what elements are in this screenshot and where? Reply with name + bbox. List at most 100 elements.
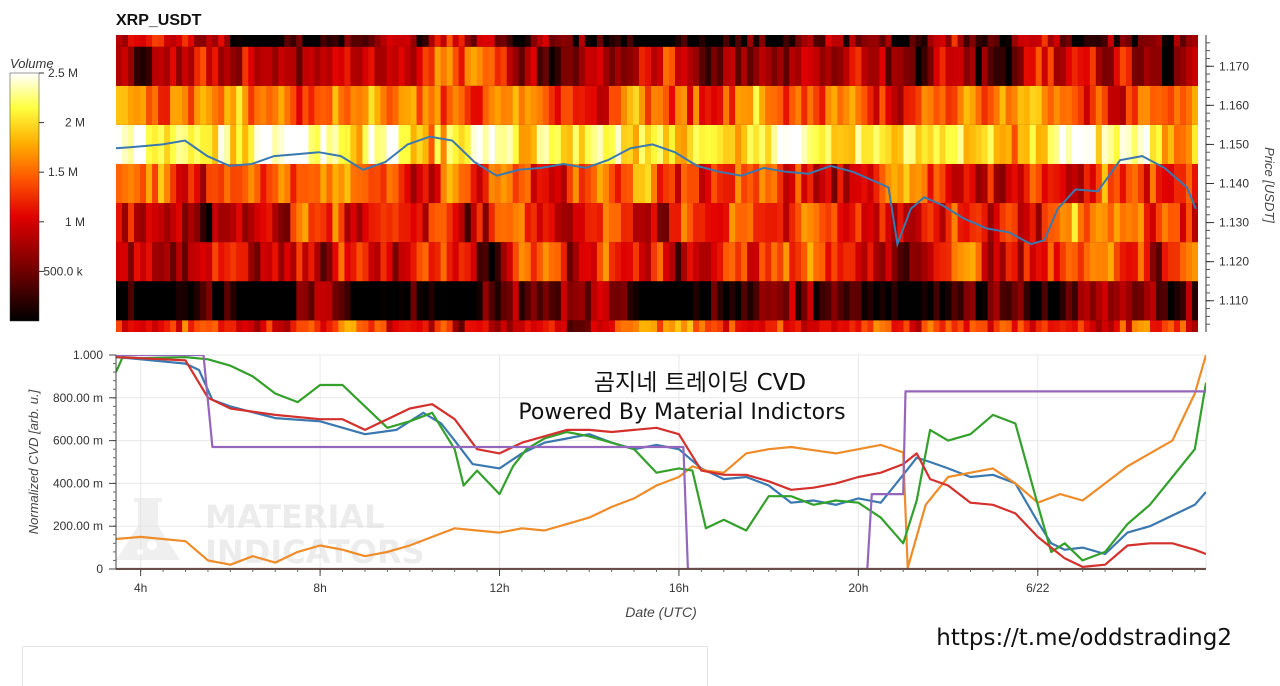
heatmap-cell — [374, 242, 382, 282]
heatmap-cell — [368, 320, 376, 332]
heatmap-cell — [518, 163, 526, 204]
heatmap-cell — [158, 281, 165, 321]
heatmap-cell — [554, 320, 562, 332]
heatmap-cell — [1185, 46, 1193, 86]
heatmap-cell — [993, 35, 1001, 47]
heatmap-cell — [200, 320, 207, 332]
heatmap-cell — [512, 35, 520, 47]
heatmap-cell — [957, 203, 965, 243]
heatmap-cell — [1191, 124, 1198, 164]
heatmap-cell — [1083, 124, 1091, 164]
heatmap-cell — [344, 320, 352, 332]
heatmap-cell — [879, 46, 887, 86]
heatmap-cell — [813, 35, 820, 47]
heatmap-cell — [140, 203, 147, 243]
heatmap-cell — [608, 46, 616, 86]
heatmap-cell — [146, 320, 153, 332]
heatmap-cell — [1131, 203, 1139, 243]
heatmap-cell — [897, 124, 905, 164]
heatmap-cell — [302, 163, 309, 204]
heatmap-cell — [1041, 281, 1049, 321]
heatmap-cell — [729, 124, 736, 164]
footer-url[interactable]: https://t.me/oddstrading2 — [936, 625, 1232, 651]
heatmap-cell — [368, 85, 376, 125]
heatmap-cell — [224, 46, 231, 86]
heatmap-cell — [290, 203, 297, 243]
heatmap-cell — [741, 281, 748, 321]
heatmap-cell — [170, 124, 177, 164]
heatmap-cell — [1173, 281, 1181, 321]
heatmap-cell — [693, 163, 700, 204]
heatmap-cell — [572, 242, 580, 282]
heatmap-cell — [921, 320, 929, 332]
heatmap-cell — [1149, 124, 1157, 164]
heatmap-cell — [620, 320, 628, 332]
heatmap-cell — [248, 85, 255, 125]
heatmap-cell — [422, 320, 430, 332]
heatmap-cell — [891, 124, 899, 164]
heatmap-cell — [1167, 203, 1175, 243]
heatmap-cell — [158, 85, 165, 125]
heatmap-cell — [266, 281, 273, 321]
heatmap-cell — [873, 320, 881, 332]
heatmap-cell — [1173, 320, 1181, 332]
heatmap-cell — [723, 163, 730, 204]
heatmap-cell — [1017, 124, 1025, 164]
heatmap-cell — [981, 281, 989, 321]
heatmap-cell — [452, 46, 460, 86]
heatmap-cell — [723, 203, 730, 243]
heatmap-cell — [410, 35, 418, 47]
heatmap-cell — [1137, 320, 1145, 332]
heatmap-cell — [446, 124, 454, 164]
heatmap-cell — [699, 281, 706, 321]
heatmap-cell — [657, 242, 664, 282]
heatmap-cell — [1155, 85, 1163, 125]
heatmap-cell — [939, 320, 947, 332]
price-tick-label: 1.130 — [1219, 216, 1249, 230]
heatmap-cell — [807, 85, 814, 125]
heatmap-cell — [681, 35, 688, 47]
heatmap-cell — [506, 242, 514, 282]
heatmap-cell — [380, 46, 388, 86]
heatmap-cell — [1089, 203, 1097, 243]
heatmap-cell — [170, 46, 177, 86]
heatmap-cell — [1035, 163, 1043, 204]
heatmap-cell — [590, 242, 598, 282]
heatmap-cell — [681, 242, 688, 282]
heatmap-cell — [741, 124, 748, 164]
heatmap-cell — [236, 320, 243, 332]
heatmap-cell — [1059, 124, 1067, 164]
heatmap-cell — [885, 35, 893, 47]
heatmap-cell — [296, 35, 303, 47]
heatmap-cell — [212, 85, 219, 125]
heatmap-cell — [152, 46, 159, 86]
heatmap-cell — [476, 35, 484, 47]
heatmap-cell — [350, 46, 358, 86]
heatmap-cell — [200, 242, 207, 282]
heatmap-cell — [542, 85, 550, 125]
heatmap-cell — [1167, 320, 1175, 332]
heatmap-cell — [663, 320, 670, 332]
heatmap-cell — [350, 35, 358, 47]
legend-frame — [22, 646, 708, 686]
heatmap-cell — [777, 320, 784, 332]
heatmap-cell — [927, 35, 935, 47]
heatmap-cell — [873, 46, 881, 86]
heatmap-cell — [771, 242, 778, 282]
heatmap-cell — [1023, 320, 1031, 332]
heatmap-cell — [278, 242, 285, 282]
heatmap-cell — [482, 85, 490, 125]
heatmap-cell — [494, 163, 502, 204]
heatmap-cell — [927, 281, 935, 321]
heatmap-cell — [404, 203, 412, 243]
heatmap-cell — [1101, 85, 1109, 125]
heatmap-cell — [1011, 281, 1019, 321]
heatmap-cell — [1119, 85, 1127, 125]
heatmap-cell — [891, 35, 899, 47]
heatmap-cell — [218, 46, 225, 86]
heatmap-cell — [410, 203, 418, 243]
heatmap-cell — [500, 85, 508, 125]
heatmap-cell — [332, 163, 340, 204]
heatmap-cell — [849, 46, 856, 86]
heatmap-cell — [819, 85, 826, 125]
